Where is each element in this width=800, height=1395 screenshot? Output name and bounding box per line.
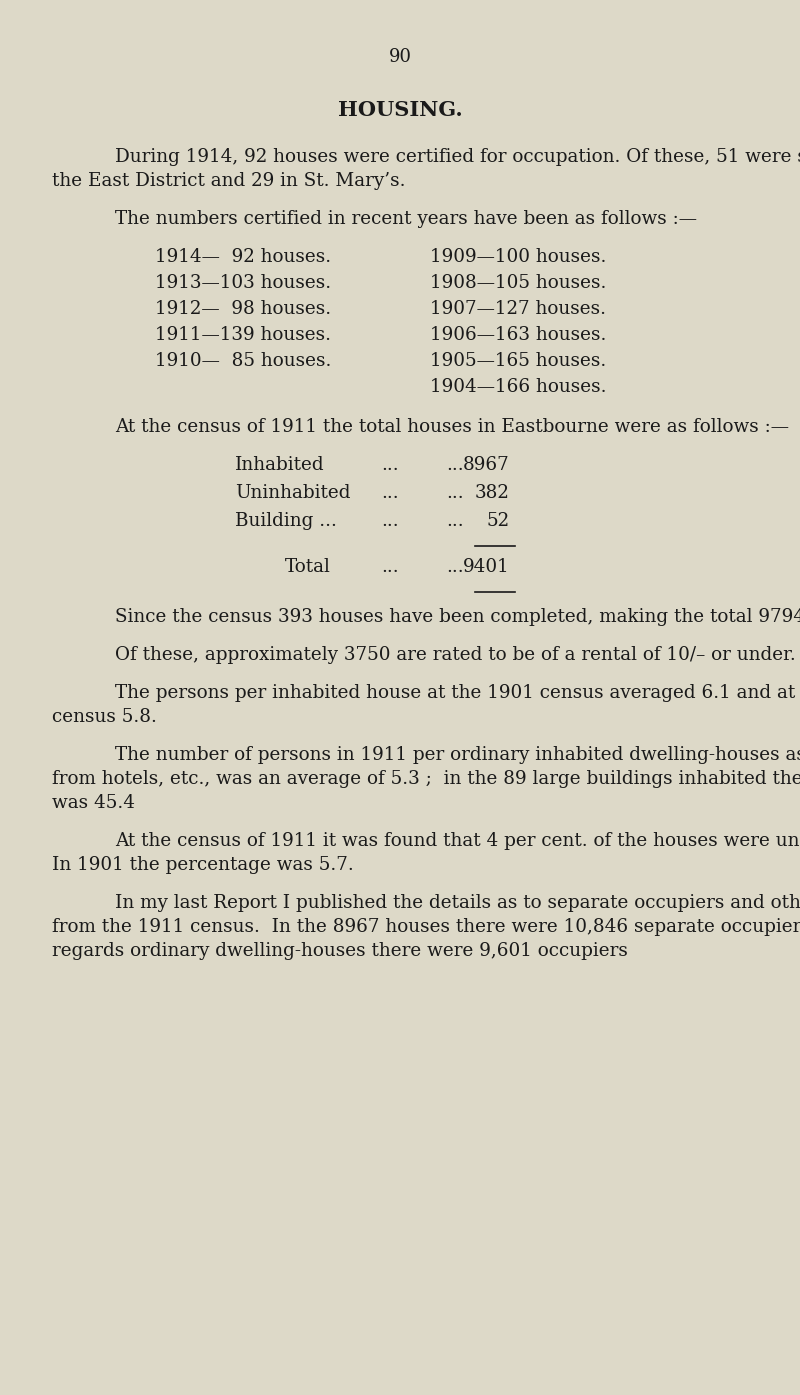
Text: Uninhabited: Uninhabited [235,484,350,502]
Text: HOUSING.: HOUSING. [338,100,462,120]
Text: 382: 382 [475,484,510,502]
Text: During 1914, 92 houses were certified for occupation. Of these, 51 were situated: During 1914, 92 houses were certified fo… [115,148,800,166]
Text: In 1901 the percentage was 5.7.: In 1901 the percentage was 5.7. [52,857,354,875]
Text: from hotels, etc., was an average of 5.3 ;  in the 89 large buildings inhabited : from hotels, etc., was an average of 5.3… [52,770,800,788]
Text: 90: 90 [389,47,411,66]
Text: ...: ... [446,456,464,474]
Text: 52: 52 [487,512,510,530]
Text: ...: ... [381,512,399,530]
Text: 1909—100 houses.: 1909—100 houses. [430,248,606,266]
Text: 1906—163 houses.: 1906—163 houses. [430,326,606,345]
Text: ...: ... [446,558,464,576]
Text: 1910—  85 houses.: 1910— 85 houses. [155,352,331,370]
Text: In my last Report I published the details as to separate occupiers and other fac: In my last Report I published the detail… [115,894,800,912]
Text: The persons per inhabited house at the 1901 census averaged 6.1 and at the 1911: The persons per inhabited house at the 1… [115,684,800,702]
Text: 1911—139 houses.: 1911—139 houses. [155,326,331,345]
Text: Total: Total [285,558,331,576]
Text: from the 1911 census.  In the 8967 houses there were 10,846 separate occupiers ;: from the 1911 census. In the 8967 houses… [52,918,800,936]
Text: 1912—  98 houses.: 1912— 98 houses. [155,300,331,318]
Text: Since the census 393 houses have been completed, making the total 9794.: Since the census 393 houses have been co… [115,608,800,626]
Text: 1914—  92 houses.: 1914— 92 houses. [155,248,331,266]
Text: Inhabited: Inhabited [235,456,325,474]
Text: the East District and 29 in St. Mary’s.: the East District and 29 in St. Mary’s. [52,172,406,190]
Text: 1908—105 houses.: 1908—105 houses. [430,273,606,292]
Text: Of these, approximately 3750 are rated to be of a rental of 10/– or under.: Of these, approximately 3750 are rated t… [115,646,796,664]
Text: 9401: 9401 [463,558,510,576]
Text: was 45.4: was 45.4 [52,794,135,812]
Text: 1913—103 houses.: 1913—103 houses. [155,273,331,292]
Text: 1904—166 houses.: 1904—166 houses. [430,378,606,396]
Text: ...: ... [381,558,399,576]
Text: 8967: 8967 [463,456,510,474]
Text: 1905—165 houses.: 1905—165 houses. [430,352,606,370]
Text: Building ...: Building ... [235,512,337,530]
Text: At the census of 1911 the total houses in Eastbourne were as follows :—: At the census of 1911 the total houses i… [115,418,789,437]
Text: The number of persons in 1911 per ordinary inhabited dwelling-houses as distinct: The number of persons in 1911 per ordina… [115,746,800,764]
Text: ...: ... [446,484,464,502]
Text: census 5.8.: census 5.8. [52,709,157,725]
Text: ...: ... [381,456,399,474]
Text: The numbers certified in recent years have been as follows :—: The numbers certified in recent years ha… [115,211,697,227]
Text: 1907—127 houses.: 1907—127 houses. [430,300,606,318]
Text: At the census of 1911 it was found that 4 per cent. of the houses were unoccupie: At the census of 1911 it was found that … [115,831,800,850]
Text: ...: ... [446,512,464,530]
Text: regards ordinary dwelling-houses there were 9,601 occupiers: regards ordinary dwelling-houses there w… [52,942,628,960]
Text: ...: ... [381,484,399,502]
